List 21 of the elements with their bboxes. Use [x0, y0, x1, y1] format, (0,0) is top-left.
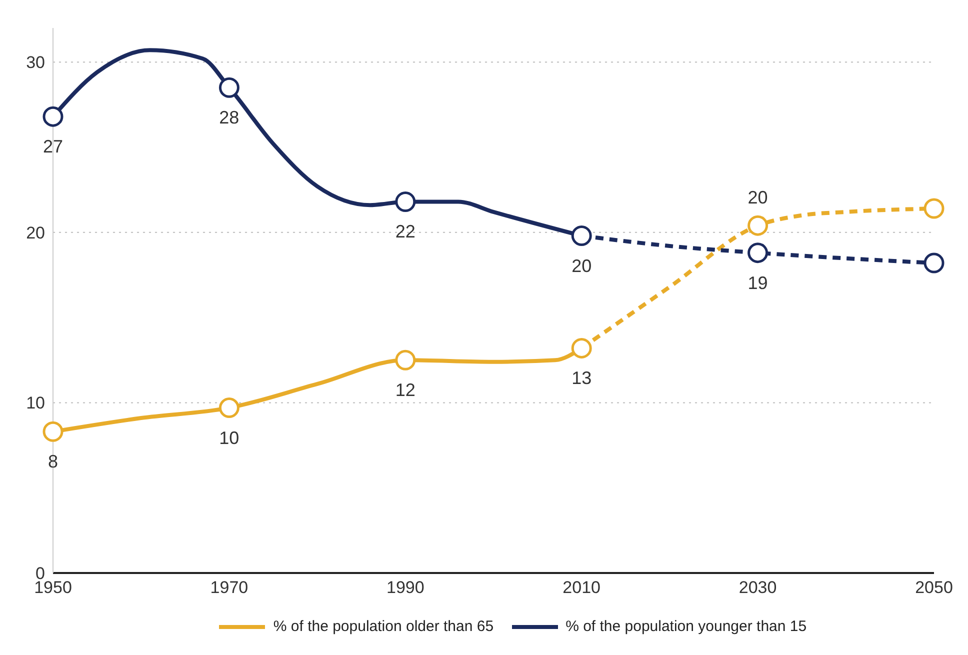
x-tick-label: 1970: [210, 578, 248, 598]
data-label: 20: [572, 256, 592, 276]
x-tick-label: 2030: [738, 578, 777, 598]
data-label: 10: [219, 428, 240, 448]
data-label: 8: [48, 452, 58, 472]
y-tick-label: 30: [26, 53, 45, 72]
y-tick-label: 20: [26, 223, 45, 242]
x-tick-label: 1950: [34, 578, 72, 598]
x-tick-label: 2050: [915, 578, 953, 598]
data-label: 19: [748, 272, 768, 293]
data-label: 27: [42, 136, 64, 157]
data-label: 28: [219, 108, 240, 128]
x-tick-label: 2010: [562, 578, 601, 598]
legend-label: % of the population younger than 15: [566, 618, 807, 635]
data-label: 12: [395, 380, 416, 400]
x-tick-label: 1990: [386, 578, 424, 598]
data-label: 20: [748, 188, 768, 208]
data-label: 13: [572, 368, 592, 388]
data-label: 22: [395, 222, 416, 242]
legend-label: % of the population older than 65: [273, 618, 494, 635]
y-tick-label: 10: [26, 394, 45, 413]
